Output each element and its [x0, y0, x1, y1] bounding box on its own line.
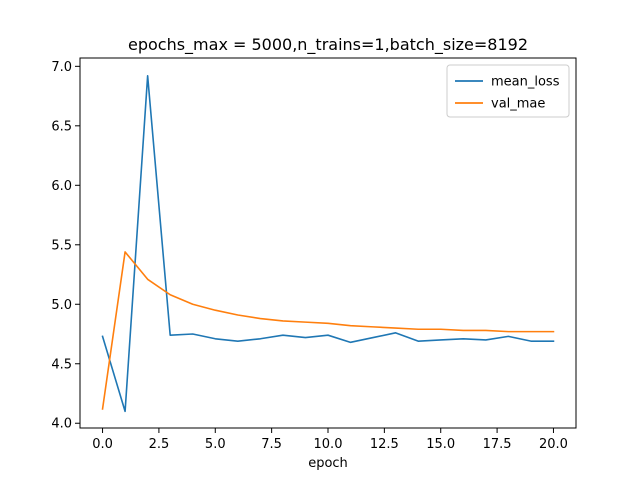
y-tick-label: 7.0	[51, 60, 72, 75]
x-tick-label: 10.0	[314, 437, 343, 452]
legend-label: mean_loss	[491, 75, 560, 90]
series-line-mean-loss	[101, 75, 555, 413]
x-axis: 0.0 2.5 5.0 7.5 10.0 12.5 15.0 17.5 20.0	[92, 428, 568, 452]
x-tick-label: 2.5	[149, 437, 170, 452]
x-tick-label: 5.0	[205, 437, 226, 452]
y-tick-label: 4.0	[51, 417, 72, 432]
chart-title: epochs_max = 5000,n_trains=1,batch_size=…	[128, 35, 528, 55]
x-tick-label: 20.0	[539, 437, 568, 452]
y-tick-label: 5.0	[51, 298, 72, 313]
y-tick-label: 6.0	[51, 179, 72, 194]
series-line-val-mae	[101, 251, 555, 410]
y-tick-label: 4.5	[51, 357, 72, 372]
x-tick-label: 17.5	[483, 437, 512, 452]
x-tick-label: 7.5	[261, 437, 282, 452]
y-axis: 4.0 4.5 5.0 5.5 6.0 6.5 7.0	[51, 60, 80, 432]
legend-box	[446, 64, 570, 118]
x-tick-label: 15.0	[426, 437, 455, 452]
y-tick-label: 6.5	[51, 119, 72, 134]
y-tick-label: 5.5	[51, 238, 72, 253]
plot-area	[101, 75, 555, 413]
x-tick-label: 0.0	[92, 437, 113, 452]
legend-label: val_mae	[491, 97, 545, 112]
legend: mean_loss val_mae	[446, 64, 570, 118]
x-axis-label: epoch	[308, 456, 348, 471]
x-tick-label: 12.5	[370, 437, 399, 452]
